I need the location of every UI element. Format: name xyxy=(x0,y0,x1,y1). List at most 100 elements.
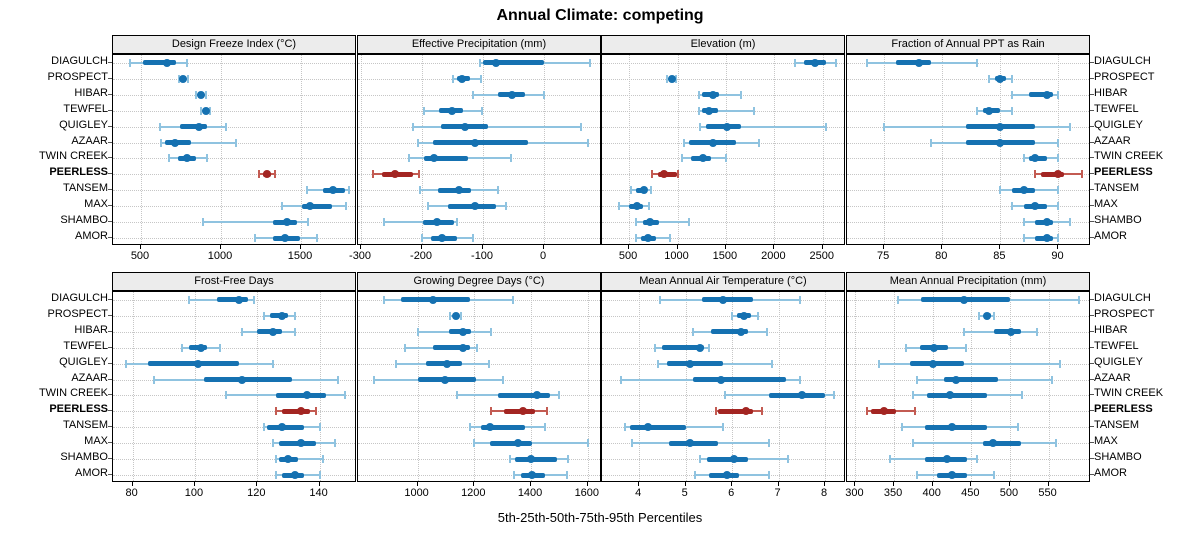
median-dot xyxy=(305,202,314,211)
gridline-horizontal xyxy=(602,395,844,397)
row-tick-left xyxy=(108,426,112,428)
bar-25-75 xyxy=(1041,171,1065,177)
axis-tick xyxy=(360,245,362,249)
whisker-cap-high xyxy=(786,455,789,464)
bar-25-75 xyxy=(437,187,471,193)
whisker-cap-high xyxy=(348,186,350,195)
whisker-cap-low xyxy=(423,106,426,115)
median-dot xyxy=(928,359,937,368)
median-dot xyxy=(429,295,438,304)
axis-tick xyxy=(416,482,418,486)
whisker-cap-high xyxy=(721,423,724,432)
whisker-cap-high xyxy=(511,295,514,304)
row-tick-left xyxy=(108,189,112,191)
bar-25-75 xyxy=(216,297,248,303)
gridline-vertical xyxy=(725,55,727,244)
median-dot xyxy=(705,106,714,115)
whisker-cap-low xyxy=(916,375,919,384)
gridline-horizontal xyxy=(602,222,844,224)
whisker-cap-high xyxy=(565,471,568,480)
whisker-cap-low xyxy=(634,218,637,227)
gridline-vertical xyxy=(361,55,363,244)
whisker-cap-low xyxy=(691,327,694,336)
whisker-cap-low xyxy=(416,327,419,336)
gridline-horizontal xyxy=(847,94,1089,96)
whisker-cap-low xyxy=(731,311,734,320)
panel-strip-elevation: Elevation (m) xyxy=(601,35,845,54)
row-tick-right xyxy=(1090,189,1094,191)
gridline-vertical xyxy=(825,292,827,481)
whisker-cap-low xyxy=(403,343,406,352)
axis-tick-label: 500 xyxy=(130,250,150,262)
whisker-cap-high xyxy=(993,471,996,480)
gridline-vertical xyxy=(587,292,589,481)
whisker-cap-high xyxy=(343,391,346,400)
panel-strip-design-freeze-index: Design Freeze Index (°C) xyxy=(112,35,356,54)
site-label-left: HIBAR xyxy=(74,86,108,99)
whisker-cap-high xyxy=(271,359,274,368)
whisker-cap-low xyxy=(280,202,283,211)
gridline-horizontal xyxy=(602,315,844,317)
whisker-cap-low xyxy=(904,343,907,352)
whisker-cap-low xyxy=(978,311,981,320)
whisker-cap-low xyxy=(624,423,627,432)
gridline-vertical xyxy=(194,292,196,481)
gridline-horizontal xyxy=(113,94,355,96)
axis-tick xyxy=(300,245,301,249)
median-dot xyxy=(179,74,188,83)
gridline-vertical xyxy=(884,55,886,244)
median-dot xyxy=(686,359,695,368)
bar-25-75 xyxy=(926,392,987,398)
whisker-cap-low xyxy=(714,407,717,416)
median-dot xyxy=(508,90,517,99)
site-label-right: DIAGULCH xyxy=(1094,291,1151,304)
median-dot xyxy=(237,375,246,384)
site-label-left: PROSPECT xyxy=(47,307,108,320)
whisker-cap-low xyxy=(865,58,868,67)
whisker-cap-low xyxy=(1010,202,1013,211)
site-label-right: DIAGULCH xyxy=(1094,54,1151,67)
median-dot xyxy=(1042,218,1051,227)
axis-tick-label: -300 xyxy=(349,250,372,262)
row-tick-left xyxy=(108,109,112,111)
row-tick-left xyxy=(108,221,112,223)
median-dot xyxy=(197,90,205,99)
gridline-horizontal xyxy=(847,78,1089,80)
gridline-horizontal xyxy=(847,238,1089,240)
whisker-cap-high xyxy=(588,58,591,67)
whisker-cap-low xyxy=(916,471,919,480)
axis-tick-label: 8 xyxy=(821,487,828,499)
median-dot xyxy=(1042,90,1051,99)
bar-25-75 xyxy=(718,408,754,414)
row-tick-right xyxy=(1090,125,1094,127)
site-label-right: AZAAR xyxy=(1094,371,1131,384)
gridline-horizontal xyxy=(602,238,844,240)
gridline-horizontal xyxy=(113,347,355,349)
whisker-cap-high xyxy=(1078,295,1081,304)
row-tick-left xyxy=(108,410,112,412)
site-label-left: SHAMBO xyxy=(60,214,108,227)
axis-tick xyxy=(854,482,856,486)
axis-tick xyxy=(821,245,823,249)
median-dot xyxy=(723,122,732,131)
axis-tick xyxy=(220,245,221,249)
axis-tick-label: -100 xyxy=(471,250,494,262)
whisker-cap-low xyxy=(416,138,419,147)
gridline-vertical xyxy=(677,55,679,244)
bar-25-75 xyxy=(423,155,469,161)
median-dot xyxy=(451,311,460,320)
whisker-cap-low xyxy=(449,311,452,320)
whisker-cap-high xyxy=(490,327,493,336)
row-tick-left xyxy=(108,125,112,127)
panel-title: Frost-Free Days xyxy=(194,275,274,287)
gridline-horizontal xyxy=(113,459,355,461)
gridline-horizontal xyxy=(113,443,355,445)
axis-tick xyxy=(1047,482,1049,486)
whisker-cap-high xyxy=(1020,391,1023,400)
axis-tick xyxy=(931,482,933,486)
panel-title: Effective Precipitation (mm) xyxy=(411,38,547,50)
median-dot xyxy=(644,423,653,432)
whisker-cap-high xyxy=(476,343,479,352)
median-dot xyxy=(988,439,997,448)
whisker-cap-low xyxy=(866,407,869,416)
